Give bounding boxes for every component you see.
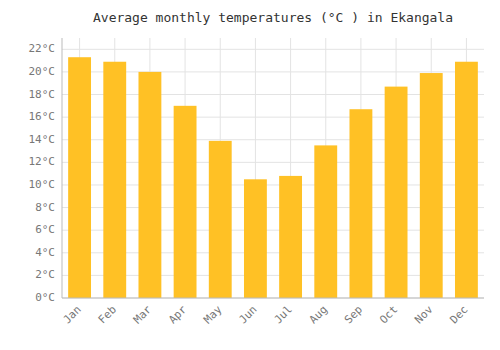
- y-tick-label: 16°C: [29, 110, 56, 123]
- bar: [279, 176, 302, 298]
- x-tick-label: May: [201, 303, 225, 327]
- bar: [314, 145, 337, 298]
- y-axis-line: [62, 38, 63, 298]
- x-tick-label: Nov: [412, 303, 436, 327]
- y-tick-label: 2°C: [35, 268, 55, 281]
- title: Average monthly temperatures (°C ) in Ek…: [93, 10, 453, 25]
- bar: [68, 57, 91, 298]
- bar: [455, 62, 478, 298]
- x-tick-label: Mar: [131, 303, 155, 327]
- y-tick-label: 22°C: [29, 42, 56, 55]
- grid: [62, 38, 484, 298]
- x-tick-labels: Jan Feb Mar Apr May Jun Jul Aug Sep Oct Nov Dec: [61, 303, 471, 327]
- bar: [174, 106, 197, 298]
- x-tick-label: Aug: [307, 303, 330, 326]
- bar: [420, 73, 443, 298]
- y-tick-label: 10°C: [29, 178, 56, 191]
- bar: [349, 109, 372, 298]
- y-tick-label: 18°C: [29, 88, 56, 101]
- y-tick-label: 14°C: [29, 133, 56, 146]
- y-tick-label: 12°C: [29, 155, 56, 168]
- y-grid-line: [62, 49, 484, 50]
- x-tick-label: Oct: [377, 303, 400, 326]
- x-tick-label: Jun: [236, 303, 259, 326]
- y-tick-label: 20°C: [29, 65, 56, 78]
- x-tick-label: Apr: [166, 303, 190, 327]
- y-tick-label: 6°C: [35, 223, 55, 236]
- bars: [68, 57, 478, 298]
- x-tick-label: Jan: [61, 303, 84, 326]
- x-tick-label: Jul: [272, 303, 295, 326]
- x-tick-label: Dec: [447, 303, 470, 326]
- x-axis-line: [62, 298, 484, 299]
- bar: [385, 87, 408, 298]
- y-tick-labels: 0°C 2°C 4°C 6°C 8°C 10°C 12°C 14°C 16°C 18°C 20°C 2…: [29, 42, 56, 304]
- y-tick-label: 8°C: [35, 201, 55, 214]
- x-tick-label: Feb: [96, 303, 119, 326]
- bar: [103, 62, 126, 298]
- bar: [209, 141, 232, 298]
- y-grid-line: [62, 298, 484, 299]
- bar: [138, 72, 161, 298]
- chart-container: 0°C 2°C 4°C 6°C 8°C 10°C 12°C 14°C 16°C 18°C 20°C 2…: [0, 0, 500, 350]
- x-tick-label: Sep: [342, 303, 365, 326]
- bar: [244, 179, 267, 298]
- y-tick-label: 0°C: [35, 291, 55, 304]
- y-tick-label: 4°C: [35, 246, 55, 259]
- chart: 0°C 2°C 4°C 6°C 8°C 10°C 12°C 14°C 16°C 18°C 20°C 2…: [0, 0, 500, 350]
